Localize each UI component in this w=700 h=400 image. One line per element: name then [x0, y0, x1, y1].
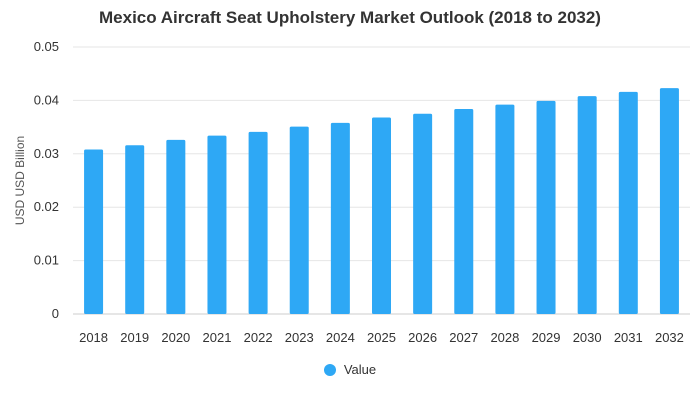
x-tick-label: 2018	[79, 330, 108, 345]
legend-swatch-value	[323, 363, 336, 376]
y-tick-label: 0.03	[34, 146, 59, 161]
y-tick-label: 0.05	[34, 39, 59, 54]
chart-title: Mexico Aircraft Seat Upholstery Market O…	[99, 8, 601, 27]
legend-label-value: Value	[343, 362, 377, 377]
y-tick-label: 0.04	[34, 92, 59, 107]
bar-2021	[207, 135, 227, 314]
bar-2025	[372, 117, 391, 314]
x-tick-label: 2030	[573, 330, 602, 345]
bar-2026	[413, 113, 433, 314]
bar-2031	[618, 91, 638, 314]
x-tick-label: 2020	[161, 330, 190, 345]
x-tick-label: 2027	[449, 330, 478, 345]
x-tick-label: 2031	[614, 330, 643, 345]
bar-2029	[536, 100, 556, 315]
bar-2032	[659, 88, 679, 314]
x-tick-label: 2022	[244, 330, 273, 345]
x-tick-label: 2021	[203, 330, 232, 345]
bar-2027	[454, 108, 474, 314]
bar-2023	[289, 126, 309, 314]
y-axis-title: USD USD Billion	[13, 136, 27, 225]
x-tick-label: 2023	[285, 330, 314, 345]
bar-2020	[166, 139, 186, 314]
x-tick-label: 2032	[655, 330, 684, 345]
bar-2018	[84, 149, 104, 314]
x-tick-label: 2025	[367, 330, 396, 345]
bar-2019	[125, 145, 145, 314]
bar-2028	[495, 104, 515, 314]
chart-legend[interactable]: Value	[0, 362, 700, 377]
y-tick-label: 0.02	[34, 199, 59, 214]
x-tick-label: 2029	[532, 330, 561, 345]
bar-2022	[248, 131, 268, 314]
x-tick-label: 2024	[326, 330, 355, 345]
x-tick-label: 2026	[408, 330, 437, 345]
y-tick-label: 0.01	[34, 253, 59, 268]
x-tick-label: 2019	[120, 330, 149, 345]
x-tick-label: 2028	[490, 330, 519, 345]
y-tick-label: 0	[52, 306, 59, 321]
bar-2030	[577, 96, 597, 315]
bar-2024	[330, 122, 350, 314]
